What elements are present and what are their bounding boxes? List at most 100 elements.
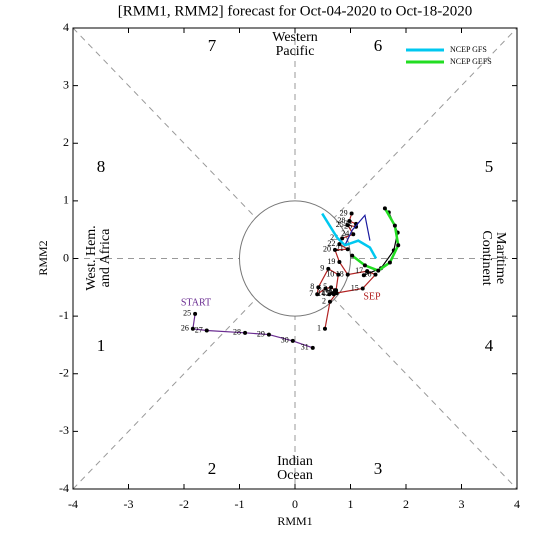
point-label: 17 [355, 266, 363, 275]
x-tick-label: 1 [348, 497, 354, 511]
phase-label: 3 [374, 459, 383, 478]
point-label: 26 [344, 222, 352, 231]
y-tick-label: -3 [59, 423, 69, 437]
point-label: 27 [195, 325, 203, 334]
x-tick-label: 2 [403, 497, 409, 511]
series-line [321, 212, 378, 260]
data-point [340, 236, 345, 241]
x-tick-label: -1 [235, 497, 245, 511]
point-label: 23 [330, 233, 338, 242]
x-tick-label: 0 [292, 497, 298, 511]
region-label: Indian [277, 454, 313, 469]
point-label: 31 [301, 343, 309, 352]
point-label: 13 [321, 288, 329, 297]
data-point [337, 259, 342, 264]
point-label: 24 [341, 229, 349, 238]
data-point [316, 285, 321, 290]
phase-label: 5 [485, 157, 494, 176]
legend-label: NCEP GFS [450, 45, 487, 54]
annotation: SEP [363, 291, 381, 302]
point-label: 30 [281, 336, 289, 345]
data-point [345, 223, 350, 228]
data-point [345, 247, 350, 252]
chart-title: [RMM1, RMM2] forecast for Oct-04-2020 to… [118, 3, 473, 19]
data-point [387, 260, 392, 265]
data-point [190, 326, 195, 331]
point-label: 26 [181, 324, 189, 333]
y-tick-label: 0 [63, 250, 69, 264]
y-tick-label: 2 [63, 135, 69, 149]
phase-label: 4 [485, 336, 494, 355]
point-label: 20 [323, 245, 331, 254]
point-label: 12 [322, 289, 330, 298]
point-label: 2 [322, 297, 326, 306]
x-tick-label: -3 [124, 497, 134, 511]
region-label: Maritime [493, 232, 508, 284]
data-point [243, 330, 248, 335]
data-point [332, 247, 337, 252]
data-point [362, 263, 367, 268]
point-label: 1 [317, 324, 321, 333]
point-label: 27 [344, 219, 352, 228]
y-axis-label: RMM2 [36, 240, 50, 275]
y-tick-label: -4 [59, 481, 69, 495]
point-label: 5 [323, 282, 327, 291]
data-point [329, 285, 334, 290]
region-label: Pacific [276, 44, 315, 59]
region-label: and Africa [98, 228, 113, 287]
data-point [323, 286, 328, 291]
data-point [376, 268, 381, 273]
data-point [382, 206, 387, 211]
point-label: 3 [329, 288, 333, 297]
data-point [290, 338, 295, 343]
point-label: 28 [233, 328, 241, 337]
data-point [349, 211, 354, 216]
data-point [361, 273, 366, 278]
phase-label: 6 [374, 36, 383, 55]
data-point [392, 223, 397, 228]
y-tick-label: 3 [63, 77, 69, 91]
point-label: 29 [340, 208, 348, 217]
point-label: 6 [318, 283, 322, 292]
phase-label: 8 [97, 157, 106, 176]
x-tick-label: 4 [514, 497, 520, 511]
point-label: 21 [336, 244, 344, 253]
point-label: 8 [310, 282, 314, 291]
data-point [347, 219, 352, 224]
point-label: 25 [183, 309, 191, 318]
series-line [344, 213, 371, 246]
legend-label: NCEP GEFS [450, 57, 492, 66]
point-label: 4 [327, 285, 331, 294]
data-point [326, 266, 331, 271]
point-label: 15 [351, 283, 359, 292]
data-point [193, 311, 198, 316]
data-point [327, 292, 332, 297]
point-label: 28 [337, 216, 345, 225]
data-point [266, 332, 271, 337]
x-tick-label: 3 [459, 497, 465, 511]
x-tick-label: -2 [179, 497, 189, 511]
phase-label: 1 [97, 336, 106, 355]
data-point [351, 232, 356, 237]
point-label: 14 [317, 289, 325, 298]
data-point [330, 291, 335, 296]
point-label: 19 [327, 257, 335, 266]
point-label: 25 [336, 220, 344, 229]
y-tick-label: 4 [63, 20, 69, 34]
data-point [310, 345, 315, 350]
point-label: 11 [324, 285, 332, 294]
data-point [365, 269, 370, 274]
point-label: 29 [257, 329, 265, 338]
data-point [204, 328, 209, 333]
unit-circle [239, 200, 351, 317]
data-point [336, 272, 341, 277]
x-axis-label: RMM1 [277, 514, 312, 528]
y-tick-label: -1 [59, 308, 69, 322]
point-label: 9 [320, 264, 324, 273]
region-label: Western [272, 30, 318, 45]
data-point [334, 288, 339, 293]
point-label: 7 [309, 289, 313, 298]
data-point [396, 243, 401, 248]
point-label: 18 [336, 269, 344, 278]
data-point [327, 299, 332, 304]
